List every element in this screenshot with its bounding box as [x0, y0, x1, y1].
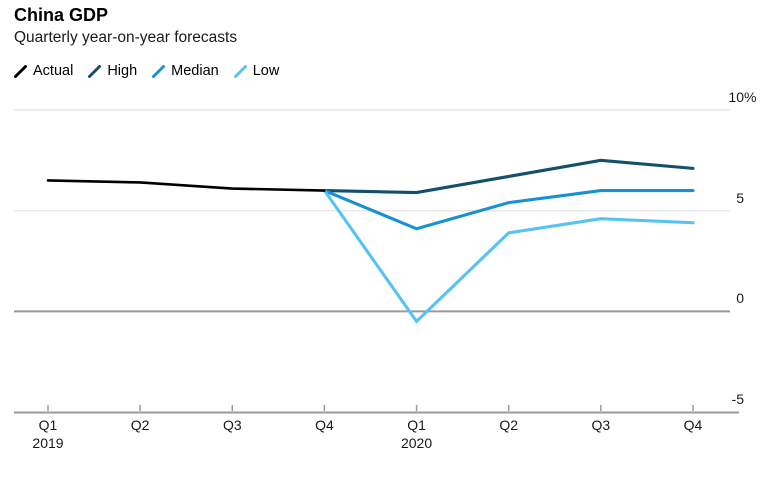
legend-item-high: High: [88, 63, 137, 79]
x-axis-tick-label: Q3: [591, 417, 611, 433]
slash-icon: [233, 64, 247, 78]
chart-subtitle: Quarterly year-on-year forecasts: [14, 29, 238, 46]
slash-icon: [88, 64, 102, 78]
x-axis-year-label: 2019: [32, 435, 64, 451]
x-axis-tick-label: Q1: [38, 417, 58, 433]
legend-item-low: Low: [233, 63, 280, 79]
chart-title: China GDP: [14, 5, 109, 25]
legend-item-actual: Actual: [14, 63, 73, 79]
x-axis-tick-label: Q1: [407, 417, 426, 433]
legend: Actual High Median Low: [14, 63, 279, 79]
legend-label-median: Median: [171, 63, 219, 79]
legend-item-median: Median: [152, 63, 219, 79]
x-axis-tick-label: Q4: [315, 417, 334, 433]
x-axis-tick-label: Q2: [499, 417, 519, 433]
y-axis-tick-label: 0: [736, 290, 744, 307]
x-axis-tick-label: Q3: [222, 417, 242, 433]
slash-icon: [14, 64, 27, 78]
legend-label-high: High: [107, 63, 138, 79]
y-axis-tick-label: -5: [731, 391, 744, 407]
x-axis-tick-label: Q2: [130, 417, 150, 433]
legend-label-actual: Actual: [33, 63, 74, 79]
x-axis-year-label: 2020: [400, 435, 433, 451]
slash-icon: [152, 64, 166, 78]
legend-label-low: Low: [252, 63, 280, 79]
y-axis-tick-label: 5: [736, 189, 744, 206]
y-axis-tick-label: 10%: [728, 89, 757, 105]
x-axis-tick-label: Q4: [683, 417, 703, 433]
